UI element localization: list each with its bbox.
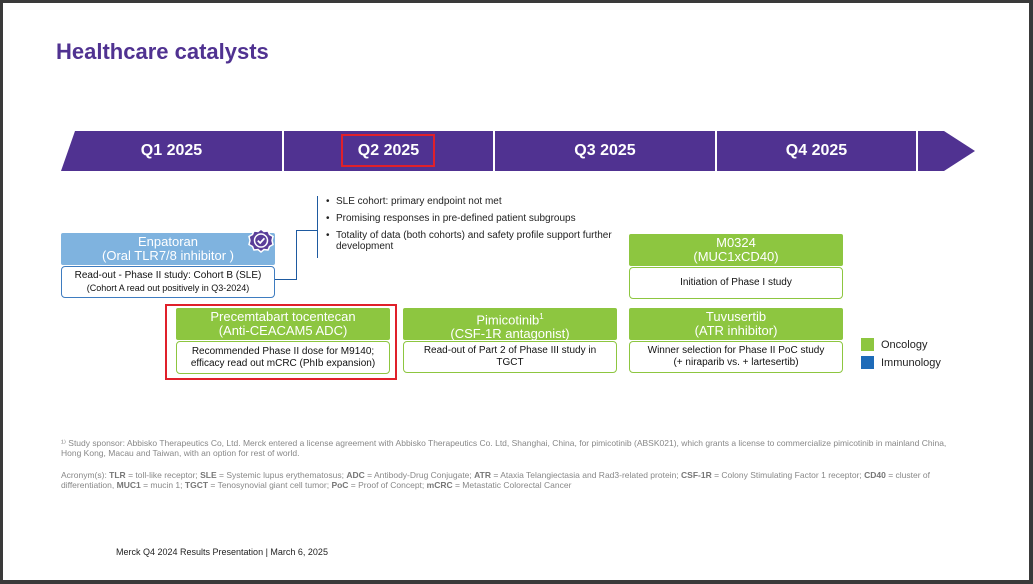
tuvusertib-card-body: Winner selection for Phase II PoC study … <box>629 341 843 373</box>
acronym-abbr: ADC <box>346 470 365 480</box>
enpatoran-moa: (Oral TLR7/8 inhibitor ) <box>102 248 234 263</box>
pimicotinib-milestone-line2: TGCT <box>496 357 524 368</box>
tuvusertib-card-header: Tuvusertib (ATR inhibitor) <box>629 308 843 340</box>
acronym-abbr: CSF-1R <box>681 470 712 480</box>
m0324-milestone: Initiation of Phase I study <box>680 277 792 288</box>
acronym-abbr: CD40 <box>864 470 886 480</box>
acronym-abbr: TGCT <box>184 480 209 490</box>
acronym-def: = mucin 1; <box>140 480 185 490</box>
footnote: ¹⁾ Study sponsor: Abbisko Therapeutics C… <box>61 438 947 458</box>
legend-label: Oncology <box>881 338 928 351</box>
pimicotinib-card-body: Read-out of Part 2 of Phase III study in… <box>403 341 617 373</box>
pimicotinib-footnote-ref: 1 <box>539 312 544 321</box>
acronym-def: = Antibody-Drug Conjugate; <box>364 470 475 480</box>
acronym-def: = Colony Stimulating Factor 1 receptor; <box>711 470 865 480</box>
pimicotinib-name: Pimicotinib <box>476 312 540 328</box>
precemtabart-milestone-line1: Recommended Phase II dose for M9140; <box>191 345 375 357</box>
acronyms: Acronym(s): TLR = toll-like receptor; SL… <box>61 470 966 490</box>
acronym-abbr: mCRC <box>426 480 453 490</box>
acronym-def: = cluster of differentiation, <box>61 470 931 490</box>
acronyms-prefix: Acronym(s): <box>61 470 110 480</box>
enpatoran-results-bullets: SLE cohort: primary endpoint not met Pro… <box>317 196 626 258</box>
enpatoran-card-body: Read-out - Phase II study: Cohort B (SLE… <box>61 266 275 298</box>
precemtabart-card-body: Recommended Phase II dose for M9140; eff… <box>176 341 390 374</box>
tuvusertib-milestone-line2: (+ niraparib vs. + lartesertib) <box>673 357 799 368</box>
m0324-card-body: Initiation of Phase I study <box>629 267 843 299</box>
timeline-q3: Q3 2025 <box>495 131 715 171</box>
precemtabart-card-header: Precemtabart tocentecan (Anti-CEACAM5 AD… <box>176 308 390 340</box>
acronym-abbr: TLR <box>109 470 126 480</box>
acronym-def: = Metastatic Colorectal Cancer <box>452 480 572 490</box>
oncology-swatch <box>861 338 874 351</box>
m0324-card-header: M0324 (MUC1xCD40) <box>629 234 843 266</box>
bullet-item: Totality of data (both cohorts) and safe… <box>326 230 626 252</box>
check-badge-icon <box>248 228 274 253</box>
precemtabart-highlight-box <box>165 304 397 380</box>
connector-line <box>296 230 297 279</box>
acronym-def: = Proof of Concept; <box>348 480 427 490</box>
acronym-abbr: SLE <box>200 470 217 480</box>
timeline-q2: Q2 2025 <box>284 131 493 171</box>
acronym-def: = Systemic lupus erythematosus; <box>216 470 347 480</box>
legend-label: Immunology <box>881 356 941 369</box>
m0324-name: M0324 <box>716 235 756 250</box>
timeline-q4: Q4 2025 <box>717 131 916 171</box>
legend: Oncology Immunology <box>861 338 941 374</box>
acronym-abbr: ATR <box>474 470 491 480</box>
pimicotinib-card-header: Pimicotinib1 (CSF-1R antagonist) <box>403 308 617 342</box>
tuvusertib-name: Tuvusertib <box>705 309 767 324</box>
bullet-item: Promising responses in pre-defined patie… <box>326 213 626 224</box>
tuvusertib-moa: (ATR inhibitor) <box>694 323 778 338</box>
acronym-abbr: MUC1 <box>116 480 141 490</box>
legend-item-oncology: Oncology <box>861 338 941 351</box>
pimicotinib-milestone-line1: Read-out of Part 2 of Phase III study in <box>423 345 597 356</box>
timeline: Q1 2025 Q2 2025 Q3 2025 Q4 2025 <box>61 131 975 171</box>
connector-line <box>296 230 317 231</box>
q2-highlight-box <box>341 134 435 167</box>
m0324-moa: (MUC1xCD40) <box>693 249 779 264</box>
enpatoran-card-header: Enpatoran (Oral TLR7/8 inhibitor ) <box>61 233 275 265</box>
acronym-def: = toll-like receptor; <box>125 470 201 480</box>
bullet-item: SLE cohort: primary endpoint not met <box>326 196 626 207</box>
footer: Merck Q4 2024 Results Presentation | Mar… <box>116 547 328 557</box>
acronym-def: = Ataxia Telangiectasia and Rad3-related… <box>490 470 682 480</box>
page-title: Healthcare catalysts <box>56 39 269 64</box>
enpatoran-note: (Cohort A read out positively in Q3-2024… <box>86 283 250 293</box>
precemtabart-name: Precemtabart tocentecan <box>210 309 356 324</box>
precemtabart-moa: (Anti-CEACAM5 ADC) <box>218 323 348 338</box>
acronym-abbr: PoC <box>331 480 349 490</box>
acronym-def: = Tenosynovial giant cell tumor; <box>208 480 332 490</box>
timeline-arrow-head <box>918 131 975 171</box>
connector-line <box>275 279 297 280</box>
tuvusertib-milestone-line1: Winner selection for Phase II PoC study <box>647 345 825 356</box>
timeline-q1: Q1 2025 <box>61 131 282 171</box>
enpatoran-milestone: Read-out - Phase II study: Cohort B (SLE… <box>74 270 262 281</box>
precemtabart-milestone-line2: efficacy read out mCRC (PhIb expansion) <box>190 357 376 369</box>
enpatoran-name: Enpatoran <box>138 234 198 249</box>
legend-item-immunology: Immunology <box>861 356 941 369</box>
pimicotinib-moa: (CSF-1R antagonist) <box>450 326 570 342</box>
immunology-swatch <box>861 356 874 369</box>
slide: Healthcare catalysts Q1 2025 Q2 2025 Q3 … <box>3 3 1029 580</box>
